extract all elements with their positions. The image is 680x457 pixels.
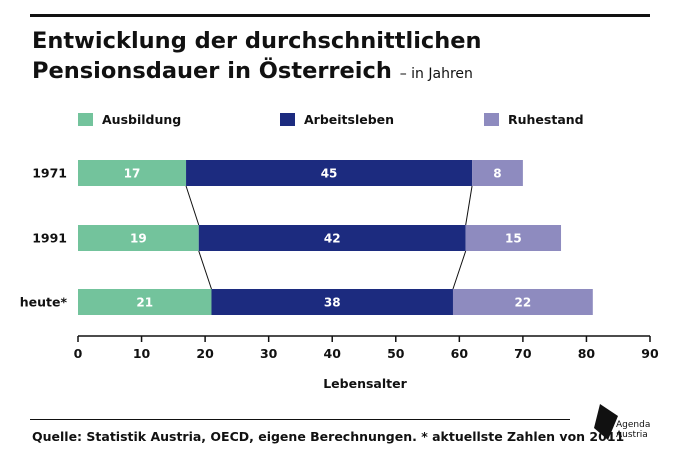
x-tick-label-90: 90: [641, 346, 659, 361]
bar-value-label-ruhestand-1991: 15: [505, 232, 522, 246]
connector-line-2-1: [198, 250, 212, 290]
bar-value-label-ausbildung-heute: 21: [136, 296, 153, 310]
legend-label-ausbildung: Ausbildung: [102, 111, 182, 127]
chart-title-text: Entwicklung der durchschnittlichen Pensi…: [32, 28, 482, 84]
logo-line-1: Agenda: [616, 420, 651, 430]
x-tick-label-80: 80: [578, 346, 596, 361]
bar-ausbildung-heute: [78, 289, 212, 315]
chart-title: Entwicklung der durchschnittlichen Pensi…: [32, 26, 642, 89]
source-note: Quelle: Statistik Austria, OECD, eigene …: [32, 429, 625, 444]
x-axis: 0 10 20 30 40 50 60 70 80 90: [74, 335, 659, 361]
category-label-heute: heute*: [20, 295, 68, 310]
footer-rule: [30, 419, 570, 420]
bars: 17 45 8 19 42 15 21 38 22: [78, 160, 593, 315]
top-rule: [30, 14, 650, 17]
bar-value-label-arbeitsleben-1971: 45: [321, 167, 338, 181]
x-axis-label: Lebensalter: [323, 376, 407, 391]
bar-arbeitsleben-heute: [211, 289, 453, 315]
connector-line-1-2: [465, 185, 473, 226]
category-label-1971: 1971: [32, 166, 67, 181]
bar-ruhestand-1991: [465, 225, 562, 251]
bar-value-label-ausbildung-1991: 19: [130, 232, 147, 246]
bar-value-label-arbeitsleben-1991: 42: [324, 232, 341, 246]
connector-line-1-1: [185, 185, 200, 226]
x-tick-label-30: 30: [260, 346, 278, 361]
bar-ruhestand-heute: [452, 289, 593, 315]
x-tick-label-0: 0: [74, 346, 83, 361]
x-tick-label-70: 70: [514, 346, 532, 361]
category-label-1991: 1991: [32, 231, 67, 246]
legend-swatch-arbeitsleben: [280, 112, 295, 126]
bar-arbeitsleben-1991: [198, 225, 466, 251]
x-tick-label-10: 10: [133, 346, 151, 361]
x-tick-label-40: 40: [324, 346, 342, 361]
connector-lines: [185, 185, 473, 290]
bar-arbeitsleben-1971: [186, 160, 473, 186]
bar-ruhestand-1971: [472, 160, 523, 186]
legend-item-arbeitsleben: Arbeitsleben: [280, 111, 394, 127]
logo-text: Agenda Austria: [616, 420, 650, 440]
logo-line-2: Austria: [616, 430, 648, 440]
category-labels: 1971 1991 heute*: [20, 166, 68, 310]
bar-ausbildung-1971: [78, 160, 187, 186]
connector-line-2-2: [452, 250, 467, 290]
legend-swatch-ausbildung: [78, 112, 93, 126]
bar-value-label-ausbildung-1971: 17: [124, 167, 141, 181]
bar-value-label-arbeitsleben-heute: 38: [324, 296, 341, 310]
bar-ausbildung-1991: [78, 225, 199, 251]
legend-label-arbeitsleben: Arbeitsleben: [304, 111, 395, 127]
x-tick-label-50: 50: [387, 346, 405, 361]
x-tick-label-60: 60: [451, 346, 469, 361]
x-tick-label-20: 20: [196, 346, 214, 361]
chart-subtitle: – in Jahren: [399, 66, 473, 82]
legend-swatch-ruhestand: [484, 112, 499, 126]
bar-value-label-ruhestand-1971: 8: [493, 167, 501, 181]
bar-value-label-ruhestand-heute: 22: [515, 296, 532, 310]
agenda-austria-logo-icon: [594, 404, 618, 440]
legend-label-ruhestand: Ruhestand: [508, 111, 584, 127]
agenda-austria-logo: Agenda Austria: [594, 404, 654, 444]
legend-item-ausbildung: Ausbildung: [78, 111, 181, 127]
legend-item-ruhestand: Ruhestand: [484, 111, 584, 127]
